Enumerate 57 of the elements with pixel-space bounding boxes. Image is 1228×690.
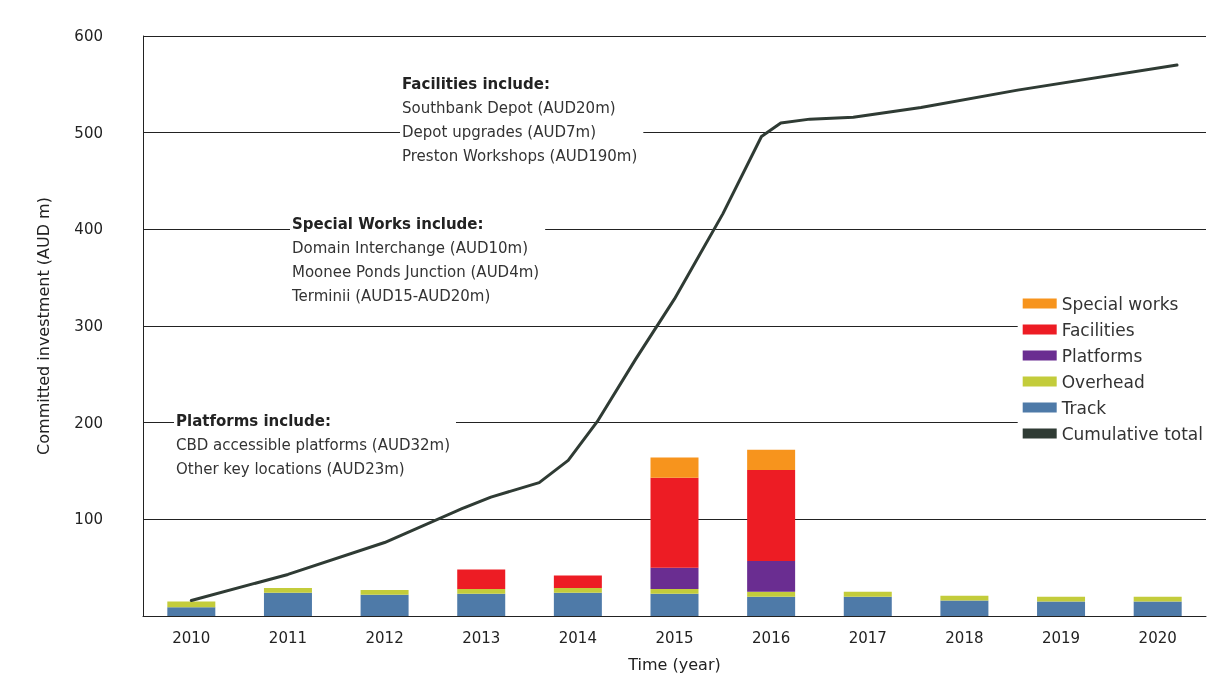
bar <box>1133 596 1182 602</box>
x-tick-label: 2013 <box>462 628 501 647</box>
annotation: Special Works include: Domain Interchange (AUD10m) Moonee Ponds Junction (AUD4m) Terminii (AUD15-AUD20m) <box>291 215 540 305</box>
x-tick-label: 2010 <box>172 628 211 647</box>
bar <box>650 457 699 478</box>
bar <box>747 591 796 597</box>
bar <box>457 593 506 616</box>
bar <box>360 589 409 595</box>
x-tick-label: 2014 <box>558 628 597 647</box>
y-tick-label: 400 <box>74 220 103 239</box>
x-tick-label: 2018 <box>945 628 984 647</box>
bar <box>457 588 506 594</box>
bar <box>1037 596 1086 602</box>
x-tick-label: 2016 <box>752 628 791 647</box>
bar <box>650 593 699 616</box>
bar <box>1133 601 1182 616</box>
bar <box>457 569 506 589</box>
legend-label: Platforms <box>1061 345 1143 366</box>
x-tick-label: 2011 <box>268 628 308 647</box>
annotation: Facilities include: Southbank Depot (AUD20m) Depot upgrades (AUD7m) Preston Workshops (AUD190m) <box>402 75 638 165</box>
x-tick-label: 2017 <box>848 628 887 647</box>
bar <box>360 594 409 616</box>
bar <box>940 600 989 616</box>
bar <box>263 592 312 616</box>
legend-label: Cumulative total <box>1061 423 1204 444</box>
y-tick-label: 300 <box>74 317 103 335</box>
legend-label: Special works <box>1061 293 1179 314</box>
bar <box>843 591 892 597</box>
y-tick-label: 200 <box>74 413 103 432</box>
bar <box>650 588 699 594</box>
bar <box>553 587 602 593</box>
y-tick-label: 100 <box>74 510 103 529</box>
y-tick-label: 600 <box>74 27 103 45</box>
bar <box>1037 601 1086 616</box>
x-tick-label: 2019 <box>1041 628 1081 647</box>
annotation: Platforms include: CBD accessible platforms (AUD32m) Other key locations (AUD23m) <box>176 412 450 478</box>
bar <box>650 567 699 589</box>
bar <box>747 449 796 471</box>
legend-label: Track <box>1060 397 1107 418</box>
x-axis-title: Time (year) <box>627 654 721 674</box>
bar <box>843 596 892 616</box>
x-tick-label: 2012 <box>365 628 404 647</box>
bar <box>747 596 796 616</box>
bar <box>167 607 216 616</box>
bar <box>747 470 796 561</box>
bar <box>553 592 602 616</box>
y-tick-label: 500 <box>74 123 103 142</box>
bar <box>940 595 989 601</box>
bar <box>263 587 312 593</box>
y-axis-title: Committed investment (AUD m) <box>33 197 53 455</box>
bar <box>747 560 796 592</box>
legend-label: Overhead <box>1061 371 1145 392</box>
x-tick-label: 2020 <box>1138 628 1177 647</box>
legend-label: Facilities <box>1061 319 1135 340</box>
x-tick-label: 2015 <box>655 628 694 647</box>
bar <box>553 575 602 588</box>
bar <box>650 477 699 568</box>
